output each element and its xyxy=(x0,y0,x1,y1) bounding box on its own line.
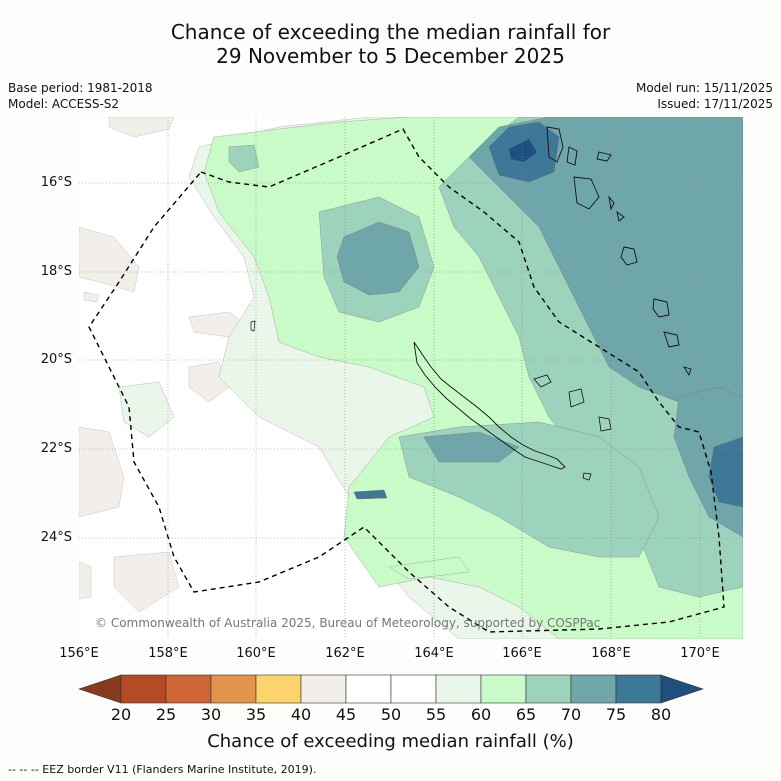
issued-date: Issued: 17/11/2025 xyxy=(657,97,773,111)
colorbar-45-50 xyxy=(345,674,392,704)
band-70-75-south xyxy=(423,431,520,463)
colorbar-tick-60: 60 xyxy=(470,705,492,724)
colorbar-label: Chance of exceeding median rainfall (%) xyxy=(207,731,574,752)
colorbar-25-30 xyxy=(165,674,212,704)
patch-nw xyxy=(108,117,175,138)
colorbar-40-45 xyxy=(300,674,347,704)
colorbar-75-80 xyxy=(615,674,662,704)
colorbar-30-35 xyxy=(210,674,257,704)
colorbar-tick-25: 25 xyxy=(155,705,177,724)
band-75-80-small xyxy=(353,489,388,500)
rainfall-map: © Commonwealth of Australia 2025, Bureau… xyxy=(79,117,743,639)
loyalty-islands xyxy=(533,374,612,432)
band-60-65-south xyxy=(388,556,470,580)
band-70-75-center xyxy=(336,221,420,296)
patch-s1 xyxy=(113,551,180,613)
lon-label-164e: 164°E xyxy=(414,646,454,661)
lat-label-16s: 16°S xyxy=(40,175,72,190)
colorbar-tick-75: 75 xyxy=(605,705,627,724)
colorbar-tick-35: 35 xyxy=(245,705,267,724)
map-svg: © Commonwealth of Australia 2025, Bureau… xyxy=(79,117,743,639)
colorbar-tick-45: 45 xyxy=(335,705,357,724)
lon-label-162e: 162°E xyxy=(325,646,365,661)
base-period: Base period: 1981-2018 xyxy=(8,81,153,95)
colorbar-35-40 xyxy=(255,674,302,704)
colorbar-lt20 xyxy=(78,674,122,704)
new-caledonia-grande-terre xyxy=(413,341,566,470)
colorbar-tick-40: 40 xyxy=(290,705,312,724)
patch-s2 xyxy=(79,561,92,600)
patch-w1 xyxy=(79,226,140,293)
colorbar-70-75 xyxy=(570,674,617,704)
lat-label-18s: 18°S xyxy=(40,264,72,279)
lat-label-20s: 20°S xyxy=(40,352,72,367)
band-75-80-east xyxy=(708,436,743,508)
colorbar-tick-55: 55 xyxy=(425,705,447,724)
patch-w2 xyxy=(83,291,100,303)
colorbar-60-65 xyxy=(480,674,527,704)
colorbar-55-60 xyxy=(435,674,482,704)
lon-label-160e: 160°E xyxy=(236,646,276,661)
colorbar-50-55 xyxy=(390,674,437,704)
band-65-70-nw-small xyxy=(228,144,260,173)
eez-border xyxy=(88,128,725,633)
chesterfield-islands xyxy=(250,320,256,332)
band-55-60-west xyxy=(118,381,175,438)
patch-sw xyxy=(79,426,125,518)
colorbar-tick-80: 80 xyxy=(650,705,672,724)
colorbar-20-25 xyxy=(120,674,167,704)
title-line-2: 29 November to 5 December 2025 xyxy=(216,44,565,68)
model-run: Model run: 15/11/2025 xyxy=(635,81,773,95)
eez-legend: -- -- -- EEZ border V11 (Flanders Marine… xyxy=(8,763,317,776)
colorbar-tick-65: 65 xyxy=(515,705,537,724)
isle-of-pines xyxy=(582,472,592,481)
lat-label-24s: 24°S xyxy=(40,530,72,545)
colorbar-tick-30: 30 xyxy=(200,705,222,724)
colorbar-tick-70: 70 xyxy=(560,705,582,724)
lon-label-156e: 156°E xyxy=(59,646,99,661)
colorbar-tick-50: 50 xyxy=(380,705,402,724)
band-gt80 xyxy=(509,139,537,162)
lon-label-158e: 158°E xyxy=(148,646,188,661)
colorbar-65-70 xyxy=(525,674,572,704)
title-line-1: Chance of exceeding the median rainfall … xyxy=(170,20,611,44)
vanuatu-islands xyxy=(546,126,692,377)
lat-label-22s: 22°S xyxy=(40,441,72,456)
colorbar-tick-20: 20 xyxy=(110,705,132,724)
lon-label-170e: 170°E xyxy=(680,646,720,661)
lon-label-168e: 168°E xyxy=(591,646,631,661)
graticule xyxy=(79,117,743,639)
patch-w4 xyxy=(188,361,230,403)
copyright-text: © Commonwealth of Australia 2025, Bureau… xyxy=(95,616,600,630)
model-name: Model: ACCESS-S2 xyxy=(8,97,120,111)
lon-label-166e: 166°E xyxy=(502,646,542,661)
colorbar-gt80 xyxy=(660,674,704,704)
